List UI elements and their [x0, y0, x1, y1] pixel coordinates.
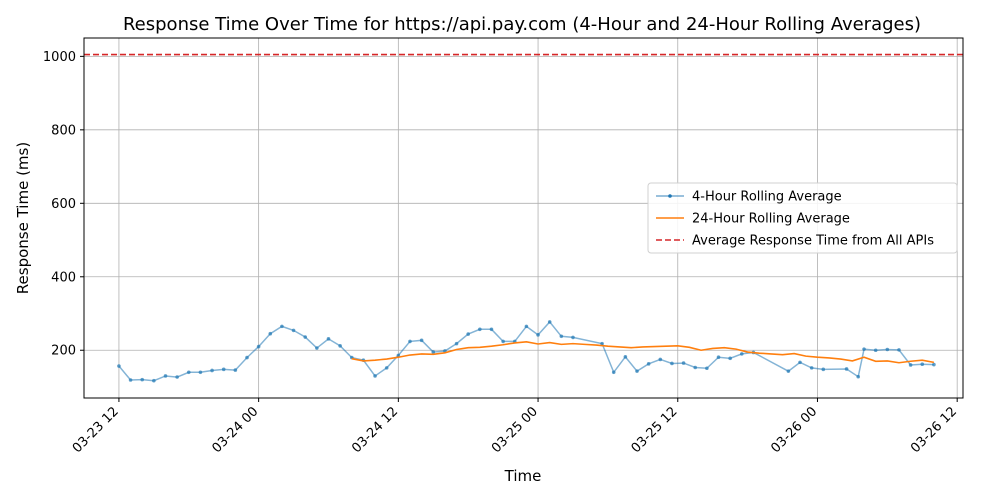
- series-4h-point: [798, 360, 802, 365]
- series-4h-point: [117, 364, 121, 368]
- series-4h-point: [326, 337, 331, 341]
- series-4h-point: [221, 367, 226, 372]
- series-4h-point: [268, 331, 273, 336]
- x-tick-label: 03-26 12: [908, 404, 960, 456]
- series-4h-line: [118, 320, 934, 382]
- series-4h-point: [245, 355, 249, 360]
- legend-label: Average Response Time from All APIs: [692, 234, 934, 249]
- series-4h-point: [693, 365, 698, 370]
- series-4h-point: [210, 368, 214, 373]
- series-4h-point: [821, 367, 826, 372]
- series-4h-point: [705, 366, 709, 371]
- legend: 4-Hour Rolling Average 24-Hour Rolling Av…: [647, 182, 958, 254]
- series-4h-point: [862, 347, 866, 351]
- series-4h-point: [338, 344, 342, 348]
- series-4h-point: [256, 344, 261, 349]
- series-4h-point: [547, 320, 552, 324]
- series-4h-point: [658, 357, 663, 362]
- series-4h-point: [844, 367, 849, 371]
- y-tick-label: 200: [51, 344, 76, 359]
- series-4h-point: [524, 324, 529, 329]
- x-axis-title: Time: [504, 467, 542, 485]
- x-tick-label: 03-24 00: [210, 404, 262, 456]
- series-4h-point: [315, 346, 319, 350]
- series-24h-line: [351, 340, 935, 364]
- y-tick-label: 600: [51, 197, 76, 212]
- series-4h-point: [739, 352, 744, 356]
- series-4h-point: [373, 374, 377, 378]
- series-4h-point: [559, 334, 564, 339]
- series-4h-point: [670, 361, 674, 366]
- x-tick-label: 03-24 12: [349, 404, 401, 456]
- y-tick-label: 400: [51, 270, 76, 285]
- x-tick-label: 03-25 12: [629, 404, 681, 456]
- series-4h-point: [932, 362, 936, 367]
- legend-marker: [668, 194, 672, 198]
- series-4h-point: [303, 335, 308, 339]
- x-tick-label: 03-26 00: [768, 404, 820, 456]
- series-4h-point: [466, 332, 470, 336]
- series-4h-point: [897, 348, 901, 352]
- chart-title: Response Time Over Time for https://api.…: [123, 14, 921, 35]
- series-4h-point: [873, 348, 878, 353]
- y-axis-title: Response Time (ms): [14, 142, 32, 294]
- series-4h-point: [233, 368, 238, 372]
- series-4h-point: [140, 377, 145, 382]
- series-4h-point: [408, 339, 412, 344]
- series-4h-point: [646, 362, 651, 366]
- legend-box: [647, 182, 958, 254]
- series-4h-point: [128, 378, 133, 382]
- series-4h-point: [431, 350, 436, 354]
- series-4h-point: [501, 339, 505, 344]
- y-axis: 200 400 600 800 1000: [43, 50, 84, 359]
- series-4h-point: [600, 341, 604, 346]
- series-4h-point: [635, 369, 639, 373]
- series-4h-point: [571, 335, 575, 340]
- legend-label: 4-Hour Rolling Average: [692, 190, 842, 205]
- series-4h-point: [885, 347, 890, 352]
- series-4h-point: [681, 361, 686, 365]
- series-4h-point: [611, 370, 616, 375]
- series-4h-point: [786, 369, 791, 373]
- series-4h-point: [716, 355, 721, 360]
- y-tick-label: 800: [51, 123, 76, 138]
- series-4h-point: [280, 324, 284, 329]
- series-4h-point: [478, 327, 482, 332]
- series-4h-point: [186, 370, 191, 375]
- series-4h-point: [419, 338, 424, 343]
- series-4h-point: [152, 378, 156, 383]
- series-4h-point: [454, 341, 459, 346]
- series-4h-point: [384, 366, 389, 370]
- series-4h-point: [728, 356, 732, 361]
- series-4h-point: [536, 333, 540, 337]
- series-4h-point: [623, 355, 628, 359]
- series-4h-point: [856, 374, 861, 379]
- series-layer: [84, 53, 963, 383]
- legend-label: 24-Hour Rolling Average: [692, 212, 850, 227]
- series-4h-point: [489, 327, 494, 332]
- x-axis: 03-23 12 03-24 00 03-24 12 03-25 00 03-25 12…: [70, 398, 960, 456]
- series-4h-point: [291, 328, 296, 333]
- x-tick-label: 03-25 00: [489, 404, 541, 456]
- series-4h-point: [198, 370, 203, 375]
- y-tick-label: 1000: [43, 50, 76, 65]
- x-tick-label: 03-23 12: [70, 404, 122, 456]
- series-4h-point: [908, 363, 913, 367]
- series-4h-point: [920, 362, 925, 367]
- series-4h-point: [809, 366, 814, 370]
- plot-frame: [83, 37, 964, 399]
- series-4h-point: [175, 375, 179, 379]
- series-4h-point: [163, 374, 168, 378]
